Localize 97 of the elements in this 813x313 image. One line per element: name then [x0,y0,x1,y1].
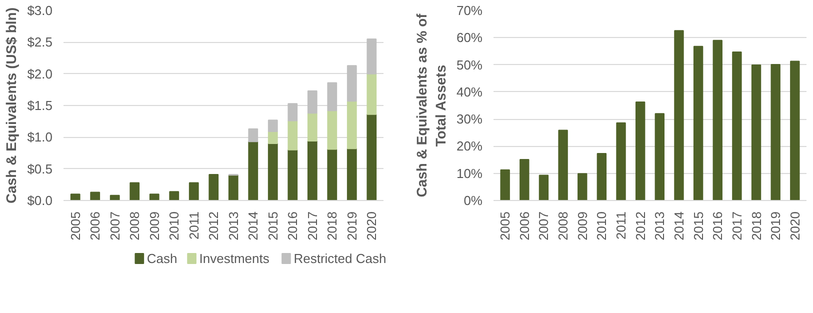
bar [578,173,588,200]
x-tick-label: 2018 [324,212,340,240]
y-tick-label: $2.5 [27,34,53,50]
bar [693,46,704,200]
x-tick-label: 2018 [748,212,764,240]
bar [790,60,800,200]
bar [635,101,646,200]
x-tick-label: 2005 [498,212,513,240]
y-tick-label: $1.5 [27,98,53,113]
x-tick-label: 2009 [574,212,590,240]
bar [268,130,278,144]
bar [751,64,762,200]
bar [654,113,665,200]
bar [248,128,258,142]
x-tick-label: 2006 [516,212,532,240]
bar [674,30,684,200]
bar [307,140,318,200]
bar [188,182,199,200]
x-tick-label: 2009 [146,212,162,240]
x-tick-label: 2013 [226,212,241,240]
bar [327,110,338,150]
bar [70,194,80,200]
bar [366,73,377,115]
x-tick-label: 2016 [285,212,300,240]
x-tick-label: 2012 [206,212,222,240]
y-tick-label: 50% [456,57,483,72]
y-tick-label: 20% [456,138,483,154]
x-tick-label: 2012 [632,212,648,240]
x-tick-label: 2011 [186,211,202,240]
bar [366,114,377,200]
x-tick-label: 2015 [690,212,706,240]
x-tick-label: 2019 [768,212,784,240]
bar [307,112,318,142]
x-tick-label: 2016 [710,212,726,240]
bar [596,153,607,200]
y-tick-label: 70% [456,3,483,18]
y-tick-label: 0% [464,193,483,208]
bar [346,148,357,200]
bar [90,192,100,200]
x-tick-label: 2008 [127,212,142,240]
y-tick-label: $2.0 [27,66,53,82]
x-tick-label: 2007 [107,212,122,240]
x-tick-label: 2020 [364,212,380,240]
x-tick-label: 2019 [344,212,360,240]
y-tick-label: 60% [456,30,483,46]
x-tick-label: 2017 [304,212,320,240]
bar [366,38,377,74]
x-tick-label: 2007 [536,212,552,240]
x-tick-label: 2014 [246,212,261,240]
bar [346,65,357,102]
x-tick-label: 2006 [88,212,103,240]
bar [327,82,338,112]
bar [538,174,549,200]
bar [732,52,742,200]
y-tick-label: 40% [456,84,483,100]
bar [288,120,298,150]
y-tick-label: $3.0 [27,3,53,18]
y-axis-title: Cash & Equivalents (US$ bln) [3,7,20,204]
x-tick-label: 2015 [265,212,280,240]
x-tick-label: 2010 [166,212,182,240]
bar [307,90,318,114]
bar [712,40,722,200]
y-tick-label: $0.0 [27,193,53,208]
bar [169,191,180,200]
bar [327,148,338,200]
bar [149,194,160,200]
bar [616,122,626,200]
x-tick-label: 2020 [787,212,802,240]
x-tick-label: 2014 [671,212,686,240]
y-tick-label: $1.0 [27,130,53,145]
bar [288,149,298,200]
bar [520,159,530,200]
x-tick-label: 2008 [556,212,571,240]
y-tick-label: $0.5 [27,161,53,176]
legend-label: Investments [199,251,270,266]
bar [228,174,238,200]
bar [110,194,120,200]
bar [268,120,278,132]
x-tick-label: 2011 [614,211,629,240]
bar [248,141,258,200]
bar [500,169,510,200]
bar [288,103,298,122]
bar [558,130,568,200]
x-tick-label: 2017 [729,212,744,240]
y-tick-label: 30% [456,112,483,127]
y-axis-title: Cash & Equivalents as % of Total Assets [413,13,448,198]
x-tick-label: 2010 [594,212,610,240]
x-tick-label: 2013 [652,212,668,240]
x-tick-label: 2005 [68,212,83,240]
legend-label: Restricted Cash [294,251,386,266]
bar [770,64,780,200]
y-tick-label: 10% [456,166,483,181]
bar [208,174,219,200]
bar [130,182,140,200]
bar [346,100,357,150]
legend-label: Cash [146,251,178,266]
bar [268,143,278,200]
